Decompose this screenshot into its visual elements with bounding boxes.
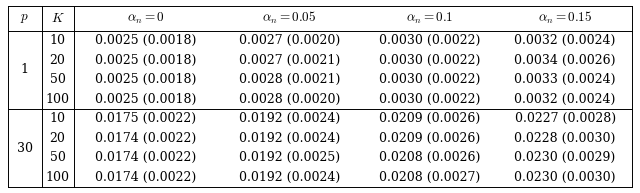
- Text: 0.0030 (0.0022): 0.0030 (0.0022): [379, 34, 481, 47]
- Text: 50: 50: [50, 151, 65, 164]
- Text: $\alpha_n = 0.15$: $\alpha_n = 0.15$: [538, 10, 593, 26]
- Text: 0.0175 (0.0022): 0.0175 (0.0022): [95, 112, 196, 125]
- Text: 0.0228 (0.0030): 0.0228 (0.0030): [515, 132, 616, 145]
- Text: 0.0034 (0.0026): 0.0034 (0.0026): [515, 54, 616, 67]
- Text: 0.0174 (0.0022): 0.0174 (0.0022): [95, 151, 196, 164]
- Text: 100: 100: [45, 171, 70, 184]
- Text: 0.0028 (0.0021): 0.0028 (0.0021): [239, 73, 340, 86]
- Text: 0.0230 (0.0030): 0.0230 (0.0030): [515, 171, 616, 184]
- Text: $K$: $K$: [51, 12, 65, 25]
- Text: 0.0192 (0.0024): 0.0192 (0.0024): [239, 132, 340, 145]
- Text: 0.0208 (0.0027): 0.0208 (0.0027): [379, 171, 481, 184]
- Text: 0.0209 (0.0026): 0.0209 (0.0026): [379, 112, 481, 125]
- Text: 0.0025 (0.0018): 0.0025 (0.0018): [95, 93, 196, 106]
- Text: 30: 30: [17, 142, 33, 155]
- Text: 0.0025 (0.0018): 0.0025 (0.0018): [95, 34, 196, 47]
- Text: 10: 10: [50, 112, 65, 125]
- Text: 0.0027 (0.0021): 0.0027 (0.0021): [239, 54, 340, 67]
- Text: 20: 20: [50, 54, 65, 67]
- Text: 1: 1: [20, 63, 29, 76]
- Text: 0.0032 (0.0024): 0.0032 (0.0024): [515, 93, 616, 106]
- Text: 0.0192 (0.0024): 0.0192 (0.0024): [239, 112, 340, 125]
- Text: 0.0030 (0.0022): 0.0030 (0.0022): [379, 93, 481, 106]
- Text: 10: 10: [50, 34, 65, 47]
- Text: 0.0227 (0.0028): 0.0227 (0.0028): [515, 112, 616, 125]
- Text: 0.0174 (0.0022): 0.0174 (0.0022): [95, 171, 196, 184]
- Text: $\alpha_n = 0.1$: $\alpha_n = 0.1$: [406, 11, 454, 26]
- Text: $\alpha_n = 0.05$: $\alpha_n = 0.05$: [262, 10, 317, 26]
- Text: 0.0025 (0.0018): 0.0025 (0.0018): [95, 73, 196, 86]
- Text: 0.0230 (0.0029): 0.0230 (0.0029): [515, 151, 616, 164]
- Text: 0.0209 (0.0026): 0.0209 (0.0026): [379, 132, 481, 145]
- Text: 0.0192 (0.0025): 0.0192 (0.0025): [239, 151, 340, 164]
- Text: $p$: $p$: [20, 12, 29, 25]
- Text: 0.0028 (0.0020): 0.0028 (0.0020): [239, 93, 340, 106]
- Text: 0.0192 (0.0024): 0.0192 (0.0024): [239, 171, 340, 184]
- Text: 50: 50: [50, 73, 65, 86]
- Text: 0.0208 (0.0026): 0.0208 (0.0026): [379, 151, 481, 164]
- Text: 0.0030 (0.0022): 0.0030 (0.0022): [379, 73, 481, 86]
- Text: 0.0033 (0.0024): 0.0033 (0.0024): [515, 73, 616, 86]
- Text: 0.0025 (0.0018): 0.0025 (0.0018): [95, 54, 196, 67]
- Text: 0.0032 (0.0024): 0.0032 (0.0024): [515, 34, 616, 47]
- Text: 100: 100: [45, 93, 70, 106]
- Text: 0.0027 (0.0020): 0.0027 (0.0020): [239, 34, 340, 47]
- Text: 0.0174 (0.0022): 0.0174 (0.0022): [95, 132, 196, 145]
- Text: $\alpha_n = 0$: $\alpha_n = 0$: [127, 11, 164, 26]
- Text: 0.0030 (0.0022): 0.0030 (0.0022): [379, 54, 481, 67]
- Text: 20: 20: [50, 132, 65, 145]
